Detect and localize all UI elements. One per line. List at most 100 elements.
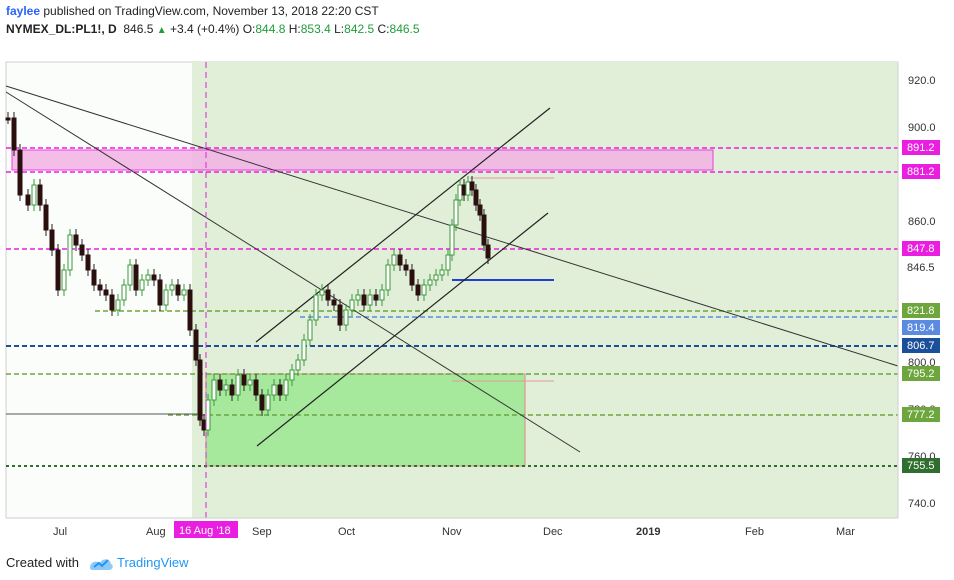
- candle-body: [485, 244, 491, 259]
- candle-body: [373, 294, 379, 301]
- candle-body: [139, 279, 145, 291]
- candle-body: [163, 289, 169, 306]
- price-chart[interactable]: 920.0 900.0 860.0 800.0 780.0 760.0 740.…: [0, 44, 954, 544]
- candle-body: [25, 194, 31, 206]
- candle-body: [397, 254, 403, 266]
- candle-body: [253, 379, 259, 396]
- candle-body: [73, 234, 79, 246]
- candle-body: [307, 319, 313, 341]
- candle-body: [409, 269, 415, 286]
- candle-body: [97, 284, 103, 291]
- candle-body: [169, 284, 175, 291]
- candle-body: [127, 264, 133, 286]
- symbol-name[interactable]: NYMEX_DL:PL1!, D: [6, 22, 117, 36]
- support-zone[interactable]: [205, 373, 526, 467]
- candle-body: [265, 394, 271, 411]
- badge-848: 847.8: [907, 243, 935, 255]
- candle-body: [43, 204, 49, 231]
- low-label: L:: [334, 22, 345, 36]
- time-oct: Oct: [338, 526, 355, 538]
- candle-body: [79, 244, 85, 256]
- candle-body: [55, 249, 61, 291]
- candle-body: [415, 284, 421, 296]
- candlesticks[interactable]: [5, 112, 491, 436]
- candle-body: [229, 384, 235, 396]
- candle-body: [337, 304, 343, 326]
- candle-body: [469, 181, 475, 191]
- time-axis[interactable]: Jul Aug 16 Aug '18 Sep Oct Nov Dec 2019 …: [6, 517, 898, 540]
- candle-body: [5, 117, 11, 121]
- candle-body: [361, 294, 367, 306]
- author-link[interactable]: faylee: [6, 4, 41, 18]
- candle-body: [115, 299, 121, 311]
- high-value: 853.4: [300, 22, 331, 36]
- tradingview-brand-link[interactable]: TradingView: [117, 555, 189, 570]
- badge-891-bg: [902, 140, 940, 155]
- candle-body: [103, 289, 109, 296]
- steep-downtrend[interactable]: [5, 91, 581, 453]
- badge-881: 881.2: [907, 166, 935, 178]
- channel-top[interactable]: [255, 107, 551, 343]
- badge-891: 891.2: [907, 142, 935, 154]
- candle-body: [319, 289, 325, 296]
- badge-822: 821.8: [907, 305, 935, 317]
- candle-body: [211, 379, 217, 401]
- channel-bottom[interactable]: [256, 212, 549, 447]
- candle-body: [427, 279, 433, 286]
- candle-body: [133, 264, 139, 291]
- tick-920: 920.0: [908, 75, 936, 87]
- high-label: H:: [288, 22, 301, 36]
- time-mar: Mar: [836, 526, 855, 538]
- candle-body: [247, 379, 253, 386]
- candle-body: [355, 294, 361, 301]
- candle-body: [61, 269, 67, 291]
- tick-740: 740.0: [908, 498, 936, 510]
- published-text: published on TradingView.com, November 1…: [43, 4, 379, 18]
- candle-body: [197, 359, 203, 421]
- time-nov: Nov: [442, 526, 462, 538]
- badge-807: 806.7: [907, 340, 935, 352]
- candle-body: [343, 309, 349, 326]
- candle-body: [175, 284, 181, 296]
- candle-body: [85, 254, 91, 271]
- badge-819: 819.4: [907, 322, 935, 334]
- candle-body: [217, 379, 223, 391]
- candle-body: [187, 289, 193, 331]
- candle-body: [421, 284, 427, 296]
- candle-body: [109, 294, 115, 311]
- candle-body: [17, 149, 23, 196]
- candle-body: [379, 289, 385, 301]
- candle-body: [37, 184, 43, 206]
- crosshair-date: 16 Aug '18: [179, 525, 231, 537]
- candle-body: [151, 274, 157, 281]
- candle-body: [449, 224, 455, 256]
- badge-795: 795.2: [907, 368, 935, 380]
- candle-body: [391, 254, 397, 266]
- resistance-zone[interactable]: [11, 149, 714, 171]
- badge-819-bg: [902, 320, 940, 335]
- candle-body: [433, 274, 439, 281]
- tradingview-logo-icon[interactable]: [88, 554, 114, 572]
- time-2019: 2019: [636, 526, 660, 538]
- badge-822-bg: [902, 303, 940, 318]
- candle-body: [457, 184, 463, 201]
- candle-body: [201, 419, 207, 431]
- price-levels: [6, 147, 898, 467]
- candle-body: [31, 184, 37, 206]
- candle-body: [283, 379, 289, 396]
- candle-body: [295, 359, 301, 371]
- candle-body: [461, 184, 467, 196]
- candle-body: [235, 374, 241, 396]
- price-change: +3.4 (+0.4%): [169, 22, 240, 36]
- time-dec: Dec: [543, 526, 563, 538]
- time-feb: Feb: [745, 526, 764, 538]
- candle-body: [331, 299, 337, 306]
- price-axis[interactable]: 920.0 900.0 860.0 800.0 780.0 760.0 740.…: [897, 62, 954, 518]
- candle-body: [349, 299, 355, 311]
- low-value: 842.5: [344, 22, 375, 36]
- candle-body: [481, 214, 487, 246]
- open-value: 844.8: [255, 22, 286, 36]
- up-triangle-icon: ▲: [156, 25, 167, 36]
- candle-body: [465, 181, 471, 196]
- created-with-text: Created with: [6, 555, 79, 570]
